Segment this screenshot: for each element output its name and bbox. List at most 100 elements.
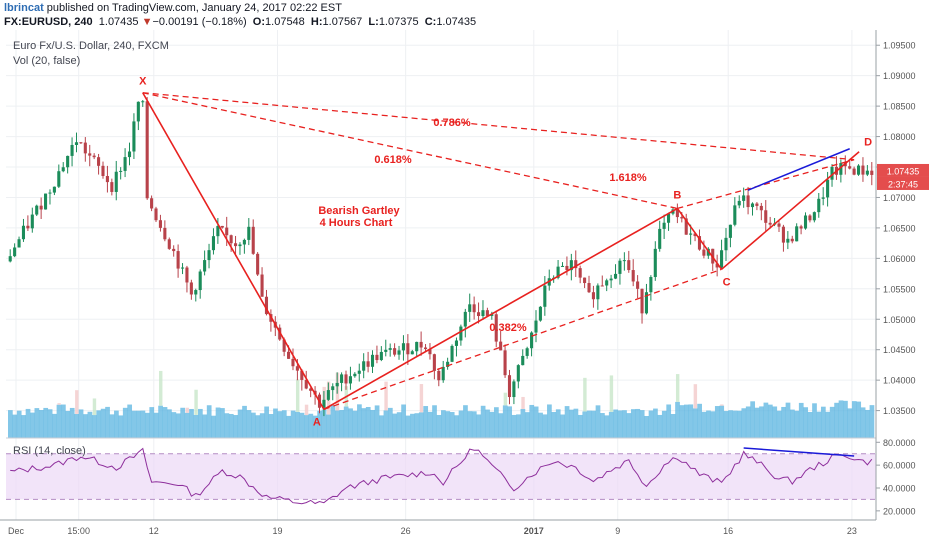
volume-bar — [847, 408, 853, 438]
volume-spike — [419, 384, 424, 413]
volume-bar — [295, 411, 300, 438]
volume-bar — [767, 404, 773, 438]
candle-body — [233, 243, 238, 247]
price-tick-label: 1.09500 — [883, 41, 916, 51]
author-link[interactable]: lbrincat — [4, 2, 44, 14]
volume-bar — [471, 411, 477, 438]
volume-bar — [374, 405, 380, 438]
price-change: −0.00191 (−0.18%) — [152, 16, 247, 28]
volume-bar — [69, 407, 75, 438]
volume-bar — [144, 412, 150, 438]
candle-body — [309, 388, 313, 391]
candle-body — [397, 350, 401, 355]
candle-body — [843, 163, 847, 167]
volume-bar — [202, 414, 208, 438]
time-tick-label: Dec — [8, 526, 25, 536]
volume-bar — [312, 415, 318, 438]
candle-body — [490, 314, 494, 316]
volume-bar — [233, 415, 239, 438]
candle-body — [295, 366, 299, 371]
rsi-pane[interactable]: RSI (14, close) — [6, 437, 876, 505]
pattern-leg — [721, 151, 860, 270]
point-label-c: C — [723, 276, 731, 288]
volume-bar — [635, 408, 641, 438]
volume-bar — [737, 410, 742, 438]
volume-bar — [370, 409, 376, 438]
volume-bar — [653, 408, 658, 438]
volume-bar — [555, 409, 561, 438]
volume-bar — [480, 405, 486, 438]
candle-body — [8, 256, 12, 262]
gartley-pattern[interactable]: X A B C D 0.786% 0.618% 1.618% 0.382% Bearish Gar… — [139, 76, 872, 429]
time-tick-label: 26 — [401, 526, 411, 536]
candle-body — [326, 390, 330, 400]
volume-bar — [463, 405, 468, 438]
candle-body — [689, 233, 693, 235]
volume-bar — [692, 408, 698, 438]
volume-bar — [65, 410, 71, 438]
candle-body — [583, 277, 587, 284]
time-tick-label: 9 — [615, 526, 620, 536]
close-label: C: — [424, 16, 437, 28]
candle-body — [715, 263, 719, 268]
volume-bar — [109, 414, 115, 438]
volume-bar — [719, 405, 725, 438]
high-value: 1.07567 — [322, 16, 363, 28]
pattern-ratio-line — [323, 268, 722, 410]
price-chart[interactable]: X A B C D 0.786% 0.618% 1.618% 0.382% Bearish Gar… — [0, 30, 932, 550]
ratio-label-0786: 0.786% — [433, 117, 471, 129]
rsi-line — [10, 447, 873, 505]
candle-body — [662, 222, 666, 229]
candle-body — [401, 343, 405, 351]
candle-body — [150, 198, 154, 209]
candle-body — [790, 238, 794, 242]
price-tick-label: 1.04500 — [883, 345, 916, 355]
symbol-label[interactable]: FX:EURUSD, 240 — [4, 16, 93, 28]
volume-bar — [498, 413, 504, 438]
volume-bar — [348, 408, 353, 438]
volume-bar — [228, 413, 234, 438]
candle-body — [21, 225, 26, 240]
candle-body — [282, 339, 286, 352]
volume-spike — [194, 389, 198, 415]
candle-body — [680, 217, 684, 219]
volume-bar — [259, 413, 265, 438]
volume-bar — [476, 414, 482, 438]
candle-body — [384, 349, 388, 352]
volume-bar — [759, 406, 764, 438]
candle-body — [817, 198, 821, 213]
candle-body — [291, 358, 295, 367]
ratio-label-0382: 0.382% — [489, 322, 527, 334]
volume-bar — [87, 411, 93, 438]
volume-bar — [542, 414, 548, 438]
volume-spike — [92, 398, 97, 416]
volume-bar — [441, 410, 446, 438]
volume-bar — [591, 410, 596, 438]
candle-body — [441, 366, 445, 381]
volume-bar — [38, 410, 44, 438]
candle-body — [353, 373, 357, 377]
main-legend: Euro Fx/U.S. Dollar, 240, FXCM — [13, 40, 169, 52]
rsi-tick-label: 60.0000 — [883, 461, 916, 471]
chart-header: lbrincat published on TradingView.com, J… — [0, 0, 932, 30]
candle-body — [755, 203, 759, 206]
volume-bar — [494, 407, 499, 438]
candle-body — [830, 166, 834, 180]
candle-body — [516, 365, 520, 382]
volume-bar — [246, 410, 252, 438]
candle-body — [225, 227, 229, 236]
candle-body — [194, 290, 198, 295]
volume-bar — [34, 408, 40, 438]
volume-bar — [569, 409, 574, 438]
volume-bar — [343, 406, 349, 438]
volume-bar — [507, 406, 512, 438]
volume-bar — [361, 408, 367, 438]
volume-bar — [516, 414, 521, 438]
candle-body — [428, 349, 432, 355]
volume-spike — [675, 374, 680, 402]
candle-body — [812, 212, 816, 221]
candle-body — [684, 218, 688, 235]
candle-body — [423, 347, 428, 350]
candle-body — [366, 361, 370, 367]
volume-bar — [330, 405, 336, 438]
